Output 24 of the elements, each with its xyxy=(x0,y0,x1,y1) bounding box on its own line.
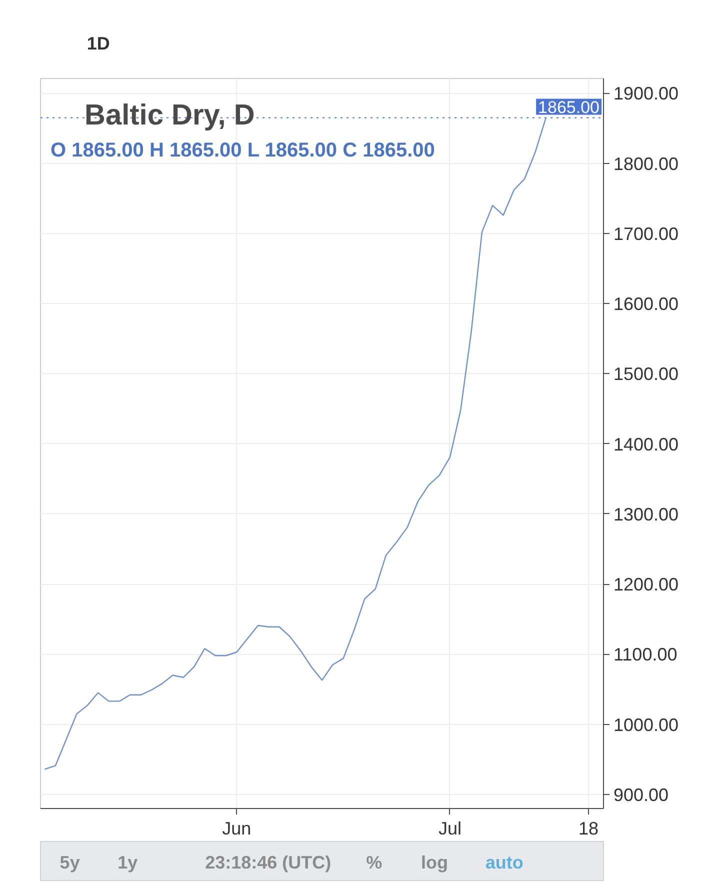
text: Baltic Dry, D xyxy=(84,100,255,132)
x-tick-label: 18 xyxy=(578,818,599,838)
text: 5y xyxy=(60,852,80,872)
y-tick-label: 1600.00 xyxy=(614,294,679,314)
text: % xyxy=(366,852,382,872)
y-tick-label: 1900.00 xyxy=(614,84,679,104)
text: auto xyxy=(485,852,524,872)
y-tick-label: 1000.00 xyxy=(614,714,679,735)
text: log xyxy=(421,852,448,872)
y-tick-label: 1500.00 xyxy=(614,364,679,384)
x-tick-label: Jul xyxy=(438,818,462,838)
ref-line-label: 1865.00 xyxy=(538,98,600,117)
y-tick-label: 900.00 xyxy=(614,784,669,805)
text: O 1865.00 H 1865.00 L 1865.00 C 1865.00 xyxy=(50,140,435,162)
y-tick-label: 1100.00 xyxy=(614,644,678,665)
y-tick-label: 1200.00 xyxy=(614,574,679,595)
x-tick-label: Jun xyxy=(222,818,252,838)
text: 1D xyxy=(86,34,110,54)
y-tick-label: 1700.00 xyxy=(614,224,679,244)
y-tick-label: 1300.00 xyxy=(614,504,679,524)
y-tick-label: 1800.00 xyxy=(614,154,679,174)
text: 23:18:46 (UTC) xyxy=(205,852,332,872)
text: 1y xyxy=(118,852,138,872)
y-tick-label: 1400.00 xyxy=(614,434,679,454)
